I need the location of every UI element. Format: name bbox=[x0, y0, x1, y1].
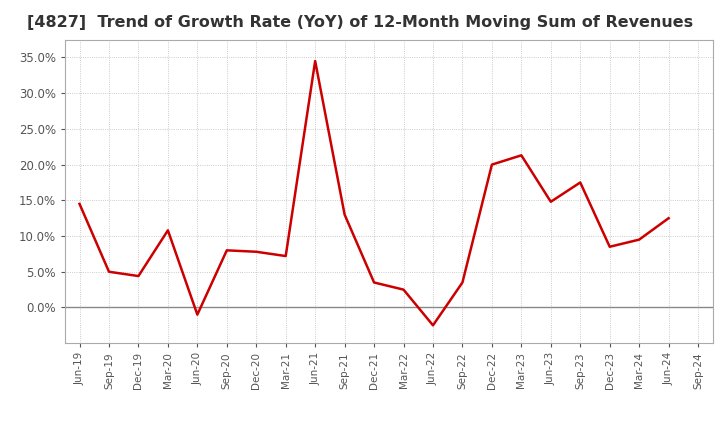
Text: [4827]  Trend of Growth Rate (YoY) of 12-Month Moving Sum of Revenues: [4827] Trend of Growth Rate (YoY) of 12-… bbox=[27, 15, 693, 30]
